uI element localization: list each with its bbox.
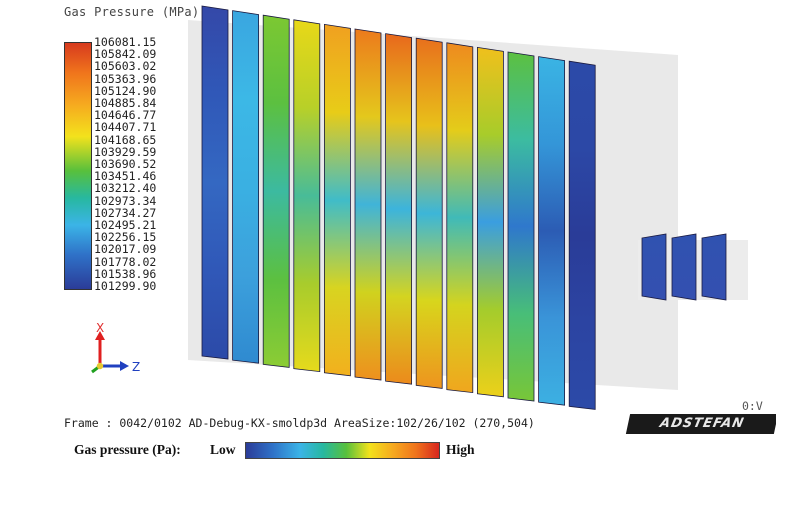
viewer-title: Gas Pressure (MPa) [64, 5, 200, 19]
legend-high-label: High [446, 442, 475, 457]
scale-value: 102256.15 [94, 230, 157, 245]
scale-value: 104646.77 [94, 108, 157, 123]
legend-gradient-bar [245, 442, 440, 459]
scale-value: 102734.27 [94, 205, 157, 220]
scale-value: 103690.52 [94, 157, 157, 172]
pressure-plate [415, 37, 443, 389]
runner-plate [671, 233, 697, 301]
pressure-plate [568, 60, 596, 410]
runner-plate [641, 233, 667, 301]
scale-value: 106081.15 [94, 35, 157, 49]
scale-value: 103929.59 [94, 144, 157, 159]
scale-value: 104168.65 [94, 132, 157, 147]
view-label: 0:V [742, 399, 763, 413]
color-scale-labels: 106081.15 105842.09 105603.02 105363.96 1051… [94, 36, 214, 292]
pressure-plate [476, 46, 504, 398]
scale-value: 101299.90 [94, 279, 157, 294]
color-scale-bar [64, 42, 92, 290]
pressure-plate [201, 5, 229, 360]
scale-value: 105363.96 [94, 71, 157, 86]
scale-value: 104885.84 [94, 96, 157, 111]
scale-value: 105124.90 [94, 83, 157, 98]
scale-value: 103451.46 [94, 169, 157, 184]
frame-info: Frame : 0042/0102 AD-Debug-KX-smoldp3d A… [64, 416, 535, 430]
simulation-viewport[interactable]: Gas Pressure (MPa) 106081.15 105842.09 105… [58, 0, 776, 436]
pressure-legend: Gas pressure (Pa): Low High [74, 441, 554, 459]
scale-value: 104407.71 [94, 120, 157, 135]
pressure-field-render [188, 5, 748, 410]
scale-value: 103212.40 [94, 181, 157, 196]
pressure-plate [354, 28, 382, 381]
pressure-plate [323, 23, 351, 377]
legend-low-label: Low [210, 442, 236, 457]
pressure-plate [232, 10, 260, 364]
scale-value: 101778.02 [94, 254, 157, 269]
pressure-plate [385, 33, 413, 385]
axis-z-label: Z [132, 360, 140, 374]
scale-value: 105603.02 [94, 59, 157, 74]
pressure-plate [293, 19, 321, 373]
axis-x-label: X [96, 321, 104, 335]
scale-value: 105842.09 [94, 47, 157, 62]
scale-value: 101538.96 [94, 266, 157, 281]
pressure-plate [446, 42, 474, 394]
runner-plate [701, 233, 727, 301]
scale-value: 102017.09 [94, 242, 157, 257]
scale-value: 102973.34 [94, 193, 157, 208]
pressure-plate [538, 56, 566, 406]
pressure-plate [262, 14, 290, 368]
axis-triad-icon: X Z [91, 321, 140, 374]
legend-label: Gas pressure (Pa): [74, 442, 181, 457]
scale-value: 102495.21 [94, 218, 157, 233]
pressure-plate [507, 51, 535, 402]
adstefan-logo: ADSTEFAN [625, 414, 776, 434]
